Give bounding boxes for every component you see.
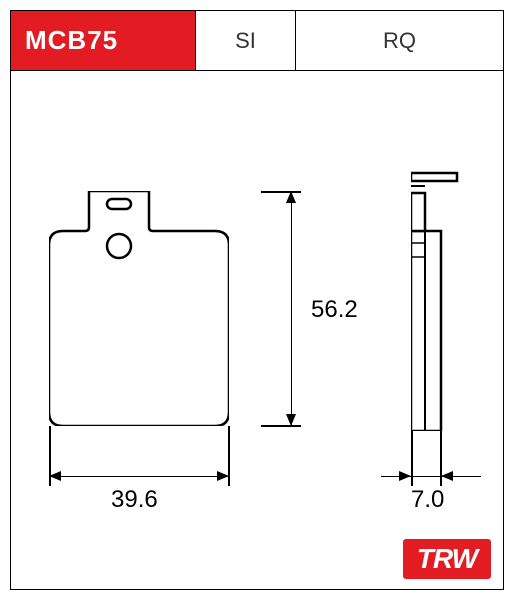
thickness-dimension-label: 7.0 bbox=[411, 486, 444, 514]
brand-logo: TRW bbox=[403, 539, 491, 579]
arrow-icon bbox=[441, 471, 453, 481]
dim-line-height bbox=[291, 191, 292, 426]
ext-line bbox=[411, 431, 413, 486]
dim-line-thickness bbox=[381, 476, 481, 477]
variant-code-2: RQ bbox=[296, 11, 503, 70]
width-dimension-label: 39.6 bbox=[111, 486, 158, 514]
diagram-frame: MCB75 SI RQ 39.6 56.2 bbox=[10, 10, 504, 590]
brake-pad-side-view bbox=[411, 161, 461, 431]
arrow-icon bbox=[286, 414, 296, 426]
variant-code-1: SI bbox=[196, 11, 296, 70]
arrow-icon bbox=[49, 471, 61, 481]
arrow-icon bbox=[286, 191, 296, 203]
arrow-icon bbox=[399, 471, 411, 481]
dim-line-width bbox=[49, 476, 229, 477]
drawing-area: 39.6 56.2 bbox=[11, 71, 503, 589]
height-dimension-label: 56.2 bbox=[311, 296, 358, 324]
header-row: MCB75 SI RQ bbox=[11, 11, 503, 71]
brand-logo-text: TRW bbox=[417, 543, 477, 574]
brake-pad-front-view bbox=[49, 191, 229, 426]
arrow-icon bbox=[217, 471, 229, 481]
model-code: MCB75 bbox=[11, 11, 196, 70]
